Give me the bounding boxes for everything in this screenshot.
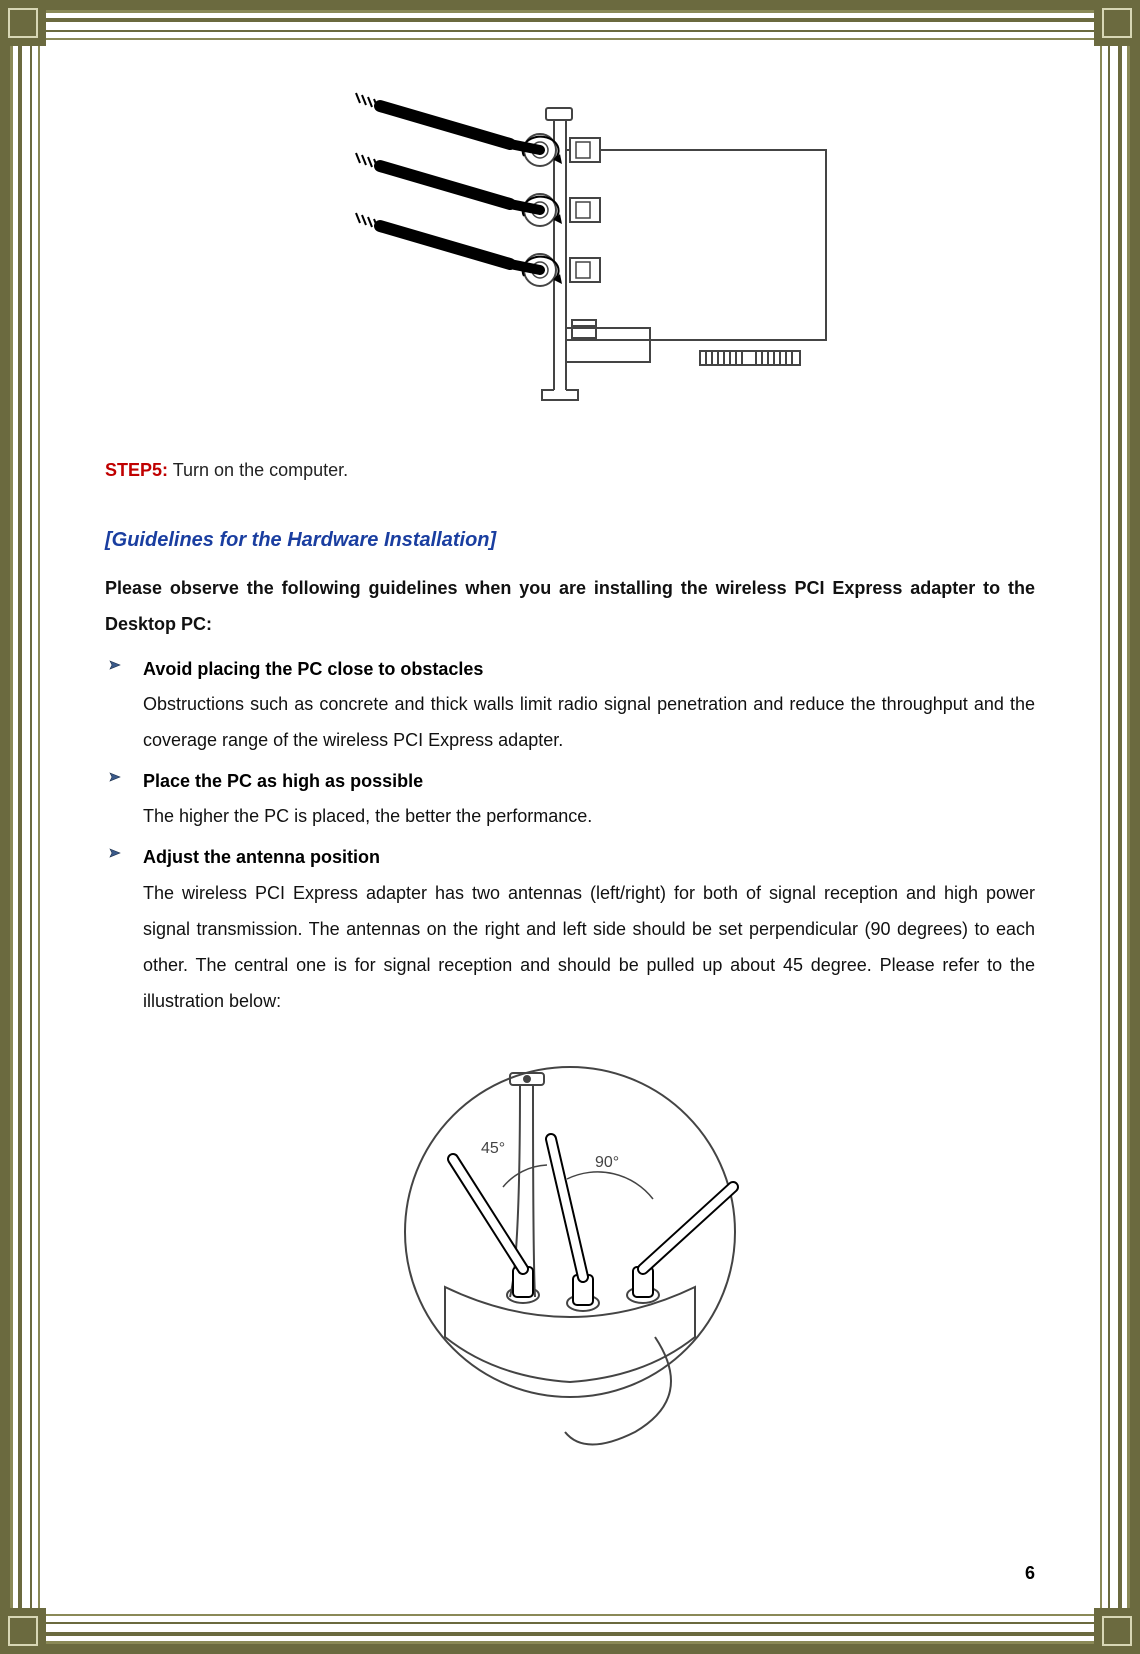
page-content: STEP5: Turn on the computer. [Guidelines… bbox=[105, 70, 1035, 1584]
corner-ornament bbox=[1094, 0, 1140, 46]
guideline-item: Adjust the antenna positionThe wireless … bbox=[105, 840, 1035, 1018]
bullet-arrow-icon bbox=[109, 770, 123, 784]
guideline-title: Place the PC as high as possible bbox=[143, 764, 1035, 798]
section-title: [Guidelines for the Hardware Installatio… bbox=[105, 529, 1035, 552]
guideline-item: Avoid placing the PC close to obstaclesO… bbox=[105, 652, 1035, 758]
angle-label-45: 45° bbox=[481, 1140, 505, 1157]
figure-antenna-install bbox=[240, 90, 900, 430]
guideline-item: Place the PC as high as possibleThe high… bbox=[105, 764, 1035, 834]
figure-antenna-angles: 45° 90° bbox=[335, 1037, 805, 1467]
corner-ornament bbox=[0, 1608, 46, 1654]
bullet-arrow-icon bbox=[109, 658, 123, 672]
corner-ornament bbox=[1094, 1608, 1140, 1654]
guideline-body: The wireless PCI Express adapter has two… bbox=[143, 875, 1035, 1019]
page-number: 6 bbox=[1025, 1563, 1035, 1584]
intro-text: Please observe the following guidelines … bbox=[105, 570, 1035, 642]
step-text: Turn on the computer. bbox=[168, 460, 348, 480]
guideline-body: The higher the PC is placed, the better … bbox=[143, 798, 1035, 834]
step-line: STEP5: Turn on the computer. bbox=[105, 460, 1035, 481]
guideline-body: Obstructions such as concrete and thick … bbox=[143, 686, 1035, 758]
angle-label-90: 90° bbox=[595, 1154, 619, 1171]
diagram-pci-card bbox=[240, 90, 900, 430]
bullet-arrow-icon bbox=[109, 846, 123, 860]
guideline-title: Avoid placing the PC close to obstacles bbox=[143, 652, 1035, 686]
guideline-title: Adjust the antenna position bbox=[143, 840, 1035, 874]
guideline-list: Avoid placing the PC close to obstaclesO… bbox=[105, 652, 1035, 1019]
diagram-antenna-angles: 45° 90° bbox=[335, 1037, 805, 1467]
step-label: STEP5: bbox=[105, 460, 168, 480]
corner-ornament bbox=[0, 0, 46, 46]
